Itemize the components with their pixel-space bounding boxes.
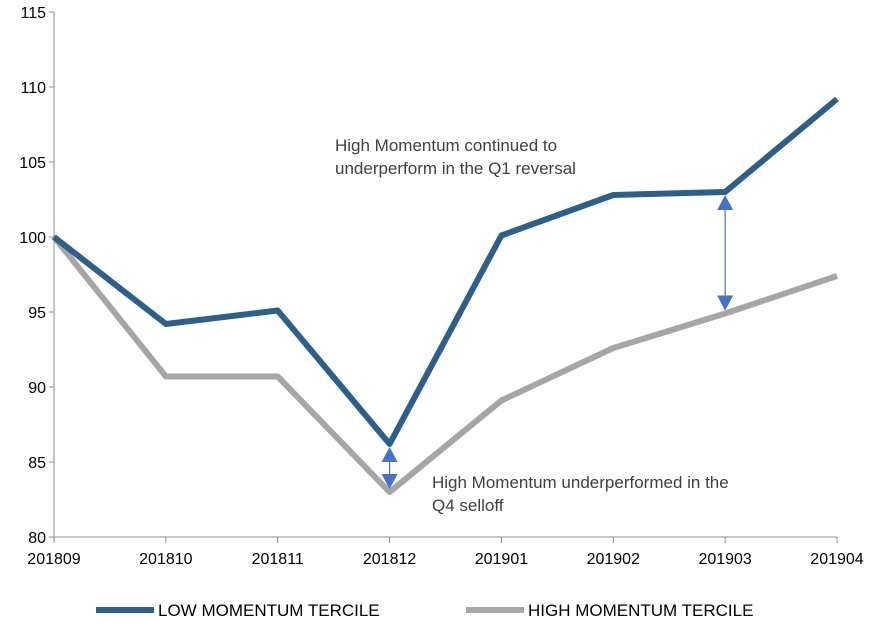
x-tick-label: 201901 xyxy=(475,551,528,568)
x-tick-label: 201811 xyxy=(252,551,304,568)
series-line-high-momentum xyxy=(51,235,838,495)
arrow-head-up xyxy=(717,195,734,210)
series-lines xyxy=(51,96,839,495)
arrow-head-up xyxy=(381,447,398,462)
annotation-q4-line-1: High Momentum underperformed in the xyxy=(432,473,729,492)
y-tick-label: 85 xyxy=(28,455,46,472)
series-line-low-momentum xyxy=(52,96,839,447)
annotation-q1-line-2: underperform in the Q1 reversal xyxy=(335,159,576,178)
y-tick-label: 110 xyxy=(20,80,46,97)
x-tick-label: 201809 xyxy=(27,551,80,568)
axes xyxy=(53,12,837,538)
x-tick-label: 201903 xyxy=(698,551,751,568)
y-tick-label: 90 xyxy=(28,380,46,397)
y-tick-label: 80 xyxy=(28,530,46,547)
x-axis-ticks: 201809 201810 201811 201812 201901 201902 2019… xyxy=(27,537,864,568)
x-tick-label: 201812 xyxy=(363,551,416,568)
y-tick-label: 105 xyxy=(19,155,46,172)
x-tick-label: 201904 xyxy=(810,551,863,568)
y-tick-label: 95 xyxy=(28,305,46,322)
difference-arrows xyxy=(381,195,734,489)
difference-arrow-201903 xyxy=(717,195,734,311)
legend-label-high: HIGH MOMENTUM TERCILE xyxy=(528,601,753,620)
difference-arrow-201812 xyxy=(381,447,398,489)
y-tick-label: 100 xyxy=(19,230,46,247)
y-axis-ticks: 80 85 90 95 100 105 110 115 xyxy=(19,5,54,547)
x-tick-label: 201810 xyxy=(139,551,192,568)
arrow-head-down xyxy=(717,295,734,311)
annotation-q1-line-1: High Momentum continued to xyxy=(335,136,557,155)
legend: LOW MOMENTUM TERCILE HIGH MOMENTUM TERCI… xyxy=(96,601,753,620)
arrow-head-down xyxy=(381,474,398,489)
legend-label-low: LOW MOMENTUM TERCILE xyxy=(158,601,380,620)
x-tick-label: 201902 xyxy=(587,551,640,568)
annotation-q4-line-2: Q4 selloff xyxy=(432,496,504,515)
y-tick-label: 115 xyxy=(20,5,46,22)
